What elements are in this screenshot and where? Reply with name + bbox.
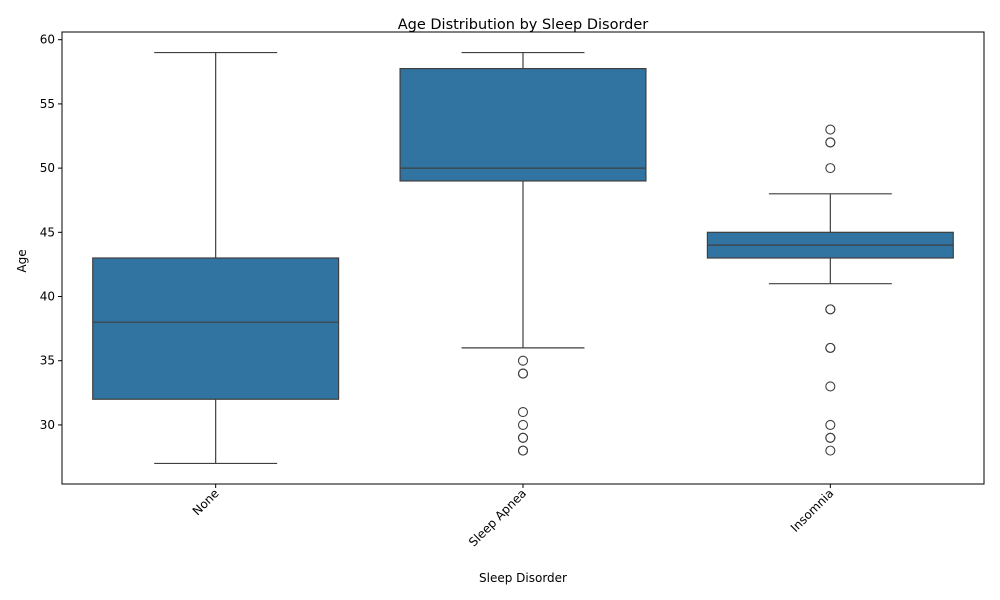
outlier-point [825, 445, 836, 456]
outlier-point [517, 407, 529, 418]
y-tick-label: 40 [40, 290, 55, 304]
outlier-point [517, 419, 529, 430]
x-axis-label: Sleep Disorder [479, 571, 567, 585]
outlier-point [825, 163, 836, 174]
outlier-point [825, 432, 836, 443]
y-tick-label: 60 [40, 33, 55, 47]
outlier-point [825, 304, 836, 315]
plot-frame [61, 31, 985, 485]
outlier-point [517, 432, 529, 443]
chart-title: Age Distribution by Sleep Disorder [398, 17, 649, 33]
outlier-point [825, 381, 836, 392]
y-axis: 30 35 40 45 50 55 60 [40, 33, 62, 432]
box-group [706, 124, 954, 456]
outlier-point [517, 368, 529, 379]
plot-area [92, 51, 954, 465]
outlier-point [825, 124, 836, 135]
y-tick-label: 35 [40, 354, 55, 368]
y-tick-label: 50 [40, 161, 55, 175]
outlier-point [825, 137, 836, 148]
iqr-box [399, 67, 647, 182]
y-tick-label: 55 [40, 97, 55, 111]
y-tick-label: 45 [40, 225, 55, 239]
y-axis-label: Age [15, 249, 29, 272]
outlier-point [517, 445, 529, 456]
box-group [92, 51, 340, 465]
outlier-point [517, 355, 529, 366]
box-group [399, 51, 647, 456]
outlier-point [825, 419, 836, 430]
outlier-point [825, 342, 836, 353]
y-tick-label: 30 [40, 418, 55, 432]
iqr-box [92, 257, 340, 400]
